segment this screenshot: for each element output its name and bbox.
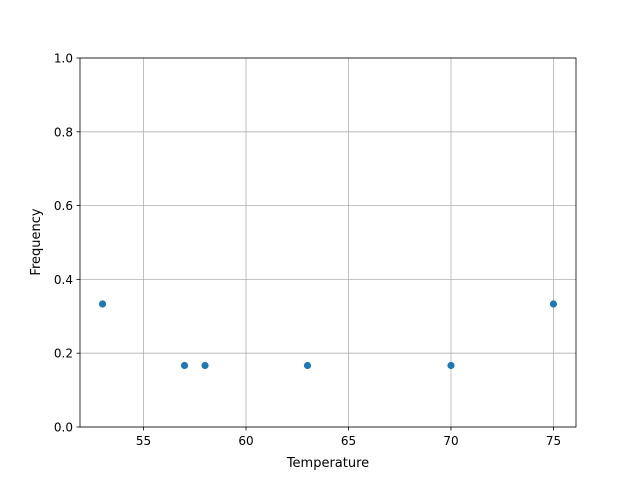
y-tick-label: 0.2	[54, 347, 73, 361]
x-tick-label: 60	[238, 434, 253, 448]
x-tick-label: 65	[341, 434, 356, 448]
x-tick-label: 70	[443, 434, 458, 448]
grid	[80, 57, 576, 428]
x-tick-label: 55	[136, 434, 151, 448]
data-point	[201, 361, 209, 370]
data-point	[180, 361, 189, 370]
data-points	[98, 300, 558, 370]
data-point	[303, 361, 312, 370]
x-axis-label: Temperature	[286, 456, 369, 471]
y-axis: 0.0 0.2 0.4 0.6 0.8 1.0	[54, 52, 80, 435]
y-tick-label: 0.0	[54, 421, 73, 435]
y-tick-label: 0.4	[54, 273, 73, 287]
plot-frame	[79, 57, 577, 428]
y-tick-label: 0.8	[54, 125, 73, 139]
data-point	[549, 300, 558, 308]
x-tick-label: 75	[546, 434, 561, 448]
x-axis: 55 60 65 70 75	[136, 427, 561, 448]
y-axis-label: Frequency	[29, 208, 44, 275]
data-point	[98, 300, 107, 308]
y-tick-label: 1.0	[54, 52, 73, 66]
y-tick-label: 0.6	[54, 199, 73, 213]
data-point	[447, 361, 455, 370]
